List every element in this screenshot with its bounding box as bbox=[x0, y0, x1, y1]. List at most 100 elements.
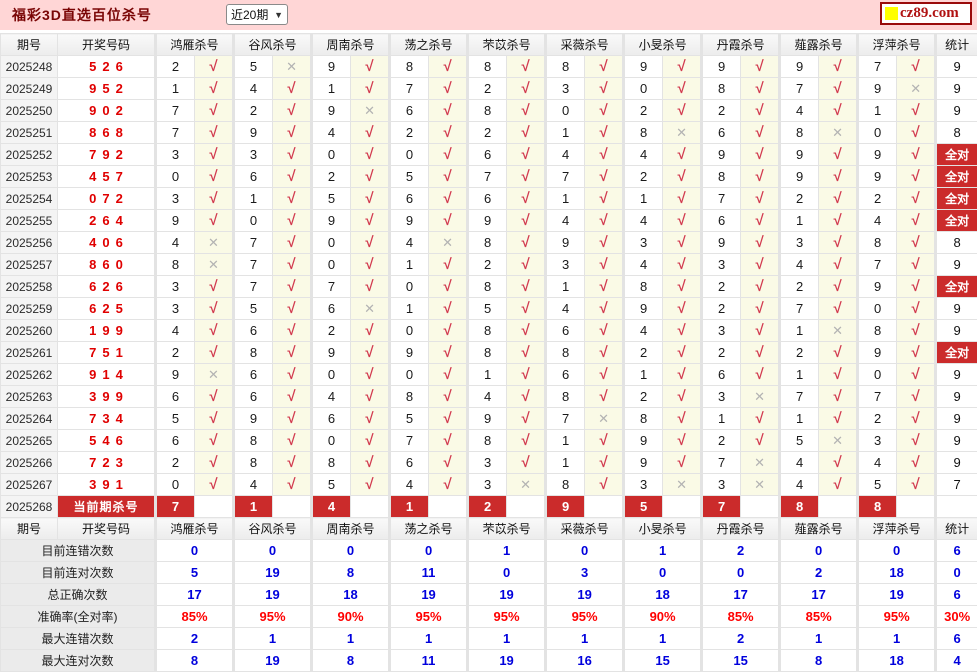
draw-numbers-cell: 457 bbox=[58, 166, 156, 188]
current-kill-badge: 2 bbox=[468, 496, 507, 518]
draw-numbers-cell: 723 bbox=[58, 452, 156, 474]
mark-cell: √ bbox=[663, 100, 702, 122]
check-icon: √ bbox=[521, 80, 529, 97]
check-icon: √ bbox=[599, 168, 607, 185]
check-icon: √ bbox=[521, 366, 529, 383]
draw-numbers-cell: 914 bbox=[58, 364, 156, 386]
period-range-select[interactable]: 近20期 ▼ bbox=[226, 4, 288, 25]
kill-number-cell: 1 bbox=[780, 210, 819, 232]
stat-cell: 8 bbox=[936, 122, 977, 144]
period-cell: 2025265 bbox=[1, 430, 58, 452]
kill-number-cell: 3 bbox=[156, 298, 195, 320]
kill-number-cell: 3 bbox=[624, 474, 663, 496]
mark-cell: √ bbox=[351, 254, 390, 276]
mark-cell: √ bbox=[741, 210, 780, 232]
kill-number-cell: 4 bbox=[390, 474, 429, 496]
cross-icon: ✕ bbox=[598, 411, 609, 426]
col-header-draw: 开奖号码 bbox=[58, 34, 156, 56]
mark-cell: √ bbox=[819, 276, 858, 298]
mark-cell: √ bbox=[273, 430, 312, 452]
check-icon: √ bbox=[365, 124, 373, 141]
check-icon: √ bbox=[521, 102, 529, 119]
col-header-expert: 丹霞杀号 bbox=[702, 518, 780, 540]
mark-cell: √ bbox=[897, 100, 936, 122]
kill-number-cell: 9 bbox=[624, 430, 663, 452]
mark-cell: √ bbox=[351, 364, 390, 386]
stat-value-cell: 85% bbox=[156, 606, 234, 628]
check-icon: √ bbox=[756, 410, 764, 427]
kill-number-cell: 0 bbox=[624, 78, 663, 100]
mark-cell: √ bbox=[429, 452, 468, 474]
check-icon: √ bbox=[834, 102, 842, 119]
check-icon: √ bbox=[365, 146, 373, 163]
mark-cell: √ bbox=[663, 78, 702, 100]
check-icon: √ bbox=[365, 476, 373, 493]
kill-number-cell: 6 bbox=[312, 298, 351, 320]
check-icon: √ bbox=[599, 212, 607, 229]
kill-number-cell: 8 bbox=[702, 166, 741, 188]
kill-number-cell: 1 bbox=[780, 364, 819, 386]
kill-number-cell: 2 bbox=[156, 342, 195, 364]
mark-cell: √ bbox=[351, 78, 390, 100]
mark-cell: √ bbox=[897, 122, 936, 144]
mark-cell: √ bbox=[585, 188, 624, 210]
mark-cell: √ bbox=[819, 298, 858, 320]
site-logo-link[interactable]: cz89.com bbox=[880, 2, 972, 25]
draw-numbers-cell: 626 bbox=[58, 276, 156, 298]
current-kill-badge: 8 bbox=[780, 496, 819, 518]
kill-number-cell: 3 bbox=[546, 254, 585, 276]
check-icon: √ bbox=[209, 212, 217, 229]
check-icon: √ bbox=[912, 234, 920, 251]
check-icon: √ bbox=[599, 322, 607, 339]
mark-cell: √ bbox=[507, 320, 546, 342]
check-icon: √ bbox=[599, 454, 607, 471]
mark-cell: √ bbox=[741, 276, 780, 298]
check-icon: √ bbox=[756, 234, 764, 251]
check-icon: √ bbox=[287, 388, 295, 405]
mark-cell: √ bbox=[273, 78, 312, 100]
mark-cell: √ bbox=[663, 342, 702, 364]
mark-cell: √ bbox=[507, 144, 546, 166]
kill-number-cell: 7 bbox=[546, 166, 585, 188]
kill-number-cell: 8 bbox=[624, 276, 663, 298]
check-icon: √ bbox=[677, 300, 685, 317]
mark-cell: √ bbox=[741, 342, 780, 364]
mark-cell: √ bbox=[741, 254, 780, 276]
kill-number-cell: 6 bbox=[234, 166, 273, 188]
kill-number-cell: 4 bbox=[312, 122, 351, 144]
kill-number-cell: 3 bbox=[234, 144, 273, 166]
draw-numbers-cell: 751 bbox=[58, 342, 156, 364]
kill-number-cell: 0 bbox=[312, 430, 351, 452]
stat-cell: 9 bbox=[936, 298, 977, 320]
stat-value-cell: 95% bbox=[468, 606, 546, 628]
check-icon: √ bbox=[365, 366, 373, 383]
mark-cell-empty bbox=[273, 496, 312, 518]
mark-cell-empty bbox=[741, 496, 780, 518]
check-icon: √ bbox=[912, 212, 920, 229]
stat-value-cell: 1 bbox=[624, 540, 702, 562]
mark-cell: √ bbox=[819, 232, 858, 254]
check-icon: √ bbox=[365, 432, 373, 449]
all-correct-badge: 全对 bbox=[936, 188, 977, 210]
stat-row-label: 准确率(全对率) bbox=[1, 606, 156, 628]
mark-cell: √ bbox=[429, 474, 468, 496]
mark-cell: √ bbox=[429, 342, 468, 364]
mark-cell: √ bbox=[351, 56, 390, 78]
cross-icon: ✕ bbox=[442, 235, 453, 250]
check-icon: √ bbox=[599, 146, 607, 163]
stat-value-cell: 0 bbox=[780, 540, 858, 562]
mark-cell: √ bbox=[273, 320, 312, 342]
check-icon: √ bbox=[834, 234, 842, 251]
kill-number-cell: 1 bbox=[546, 188, 585, 210]
stat-value-cell: 18 bbox=[312, 584, 390, 606]
kill-number-cell: 3 bbox=[624, 232, 663, 254]
mark-cell: √ bbox=[663, 188, 702, 210]
kill-number-table: 期号开奖号码鸿雁杀号谷风杀号周南杀号荡之杀号芣苡杀号采薇杀号小旻杀号丹霞杀号薤露… bbox=[0, 33, 977, 672]
kill-number-cell: 1 bbox=[624, 364, 663, 386]
check-icon: √ bbox=[443, 388, 451, 405]
mark-cell: √ bbox=[741, 232, 780, 254]
